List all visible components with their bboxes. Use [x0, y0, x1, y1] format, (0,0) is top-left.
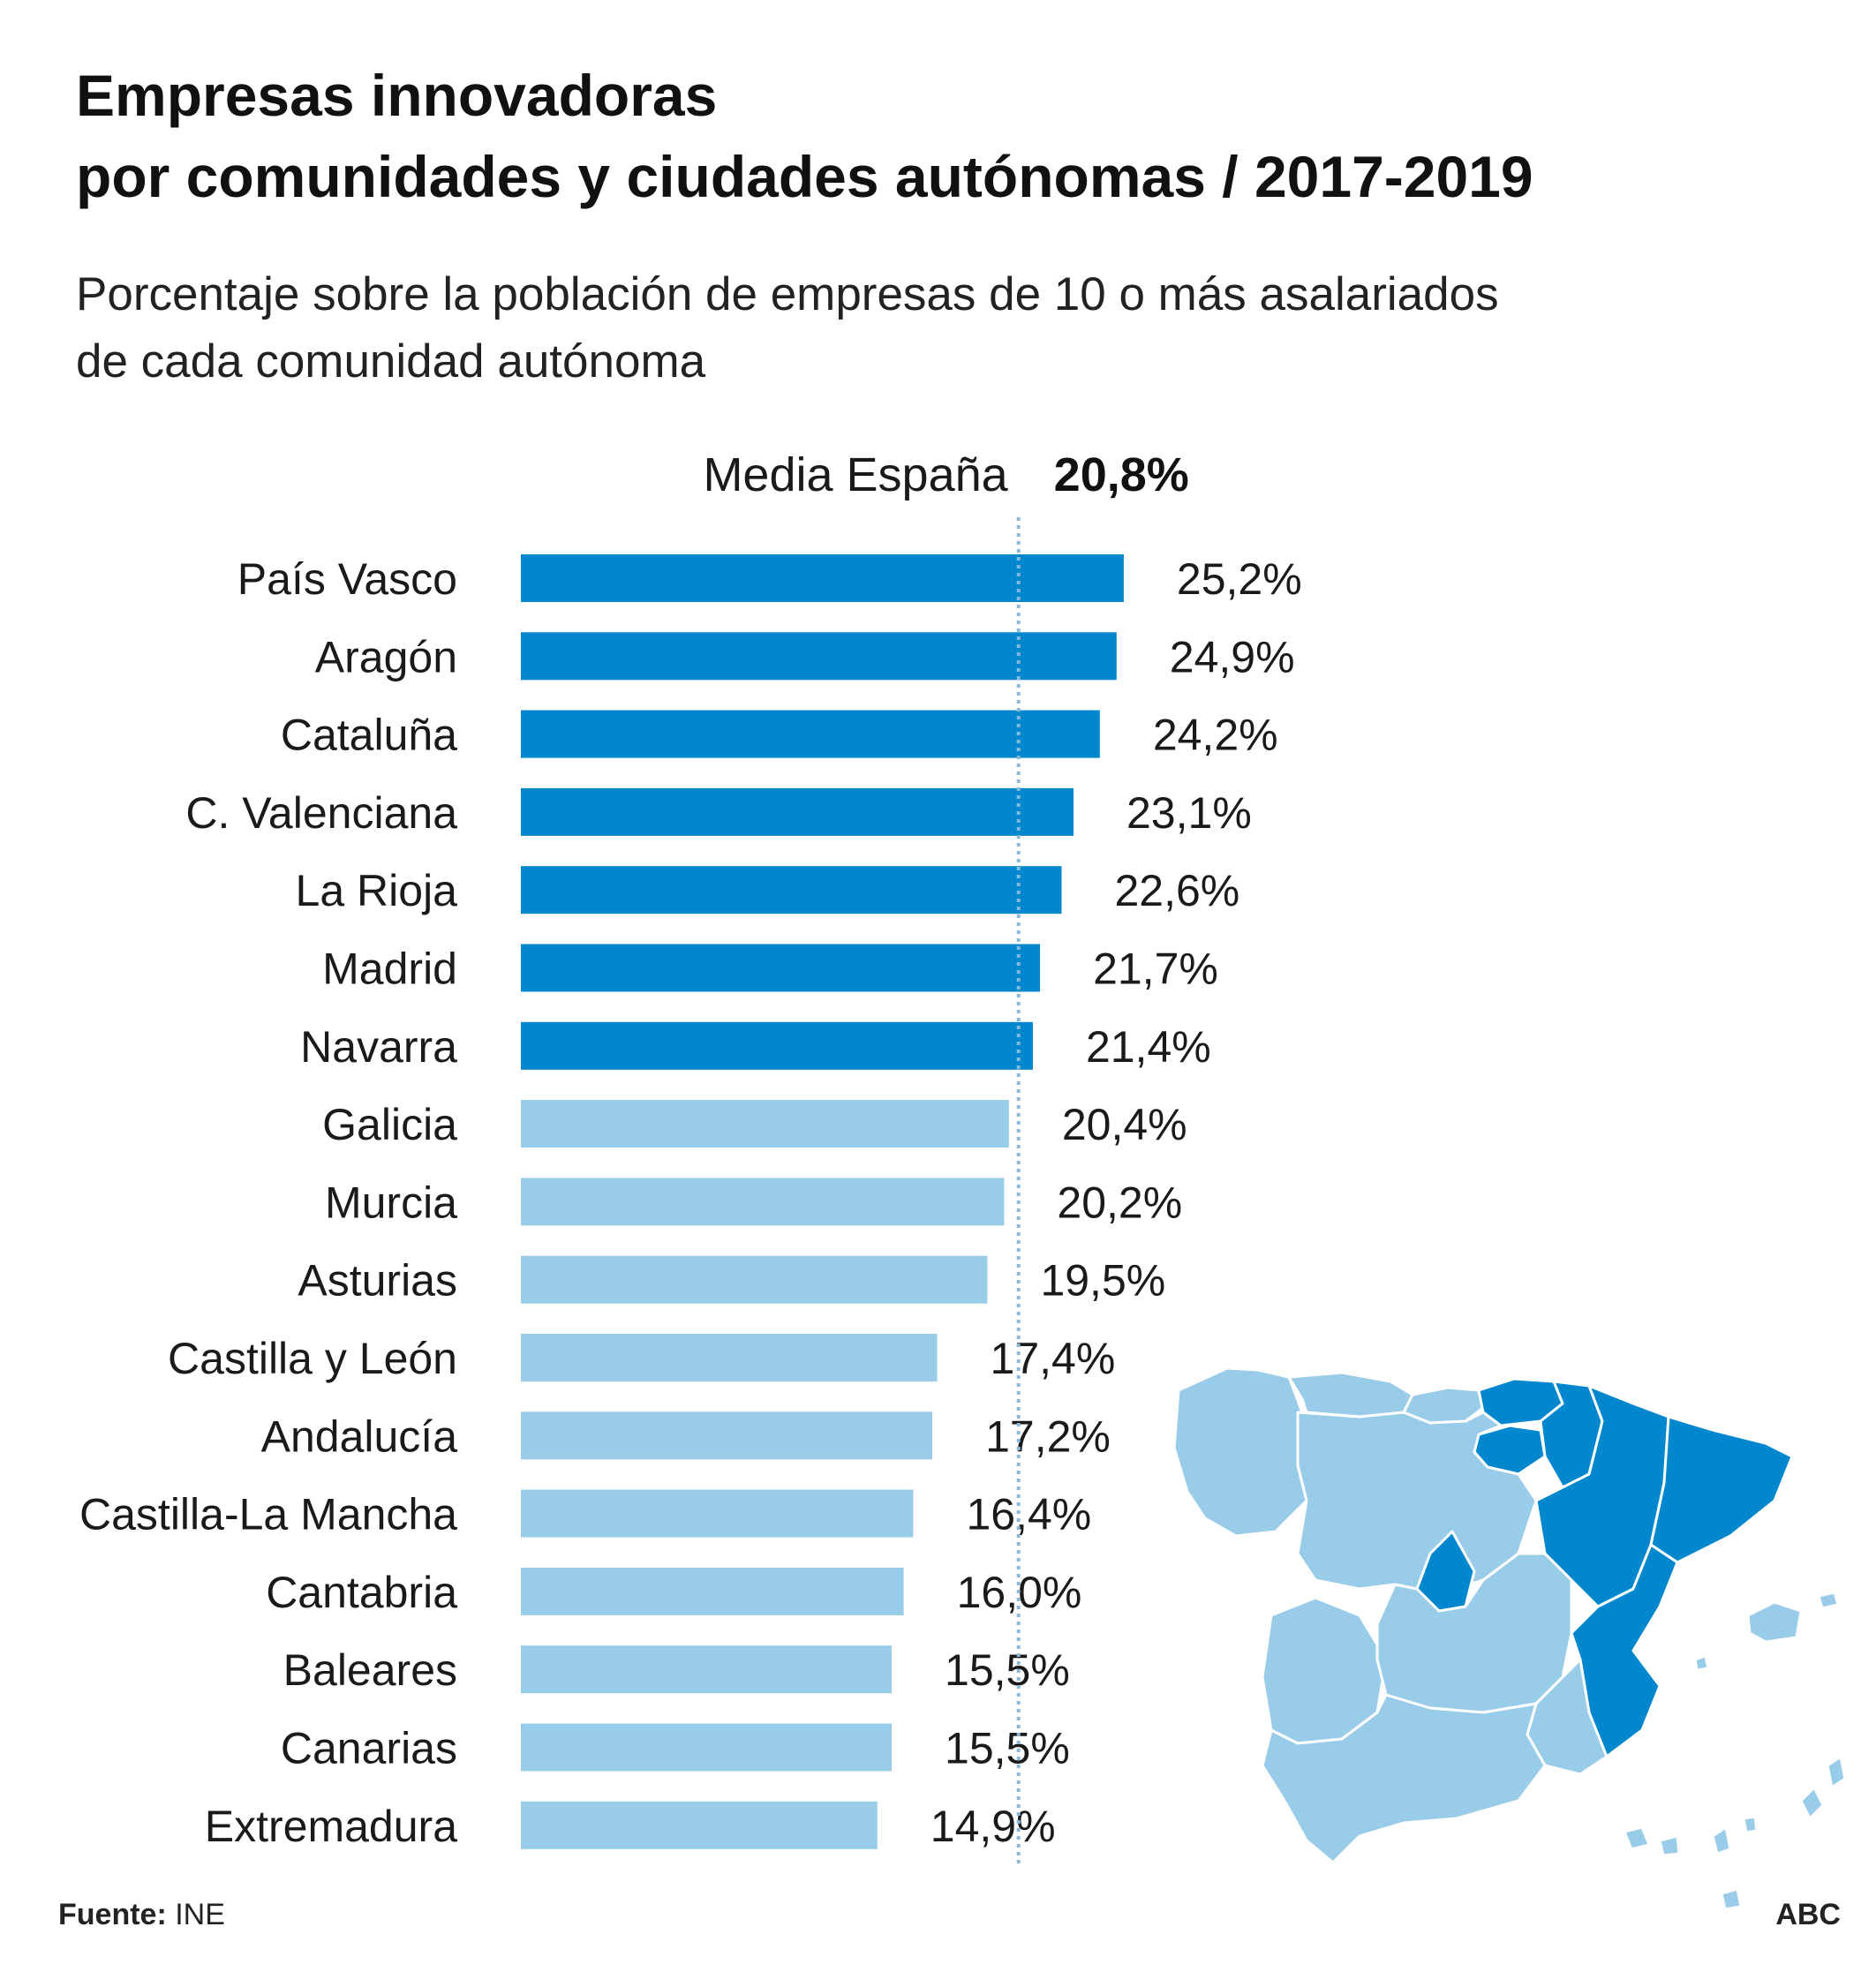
bar [521, 1801, 878, 1849]
value-label: 15,5% [945, 1645, 1070, 1695]
category-label: Castilla y León [168, 1334, 457, 1383]
value-label: 22,6% [1114, 866, 1239, 915]
bar [521, 1723, 893, 1772]
castilla-y-leon-region [1296, 1411, 1538, 1595]
category-label: Asturias [298, 1256, 457, 1306]
category-label: Baleares [283, 1645, 457, 1695]
baleares-ibiza-region [1693, 1654, 1710, 1672]
chart-title-line-1: Empresas innovadoras [76, 63, 718, 128]
baleares-menorca-region [1817, 1591, 1840, 1610]
category-label: Andalucía [261, 1411, 458, 1461]
category-label: País Vasco [237, 554, 457, 604]
category-label: Navarra [300, 1022, 457, 1072]
value-label: 15,5% [945, 1724, 1070, 1773]
canarias-region-7 [1720, 1887, 1743, 1911]
value-label: 14,9% [930, 1802, 1056, 1851]
category-label: La Rioja [296, 866, 458, 915]
category-label: Canarias [281, 1724, 457, 1773]
asturias-region [1287, 1371, 1414, 1419]
category-label: Madrid [322, 945, 457, 994]
value-label: 21,4% [1086, 1022, 1211, 1072]
source-note: Fuente: INE [58, 1898, 225, 1932]
value-label: 20,2% [1057, 1178, 1182, 1227]
average-label: Media España [703, 448, 1008, 501]
bar [521, 1178, 1005, 1226]
category-label: Aragón [315, 632, 457, 681]
galicia-region [1172, 1366, 1308, 1538]
canarias-region-3 [1711, 1825, 1732, 1855]
andalucia-region [1261, 1693, 1547, 1864]
bar [521, 1489, 914, 1538]
average-value: 20,8% [1054, 448, 1189, 501]
bar [521, 1567, 904, 1615]
spain-regions-map [1172, 1366, 1847, 1911]
category-label: C. Valenciana [185, 788, 457, 838]
value-label: 17,4% [991, 1334, 1116, 1383]
category-label: Murcia [325, 1178, 457, 1227]
category-label: Galicia [322, 1100, 457, 1149]
canarias-region-6 [1826, 1755, 1847, 1789]
bar [521, 1334, 938, 1381]
chart-subtitle-line-1: Porcentaje sobre la población de empresa… [76, 268, 1499, 320]
bars: País Vasco 25,2% Aragón 24,9% Cataluña 24,2% C… [79, 554, 1302, 1851]
bar [521, 632, 1117, 681]
bar [521, 944, 1041, 992]
chart-title-line-2: por comunidades y ciudades autónomas / 2… [76, 144, 1533, 209]
bar [521, 710, 1100, 758]
baleares-mallorca-region [1746, 1600, 1803, 1644]
value-label: 24,9% [1170, 632, 1295, 681]
canarias-region-1 [1623, 1825, 1651, 1851]
value-label: 24,2% [1153, 711, 1278, 760]
value-label: 21,7% [1093, 945, 1218, 994]
bar [521, 1021, 1033, 1070]
source-label: Fuente: [58, 1898, 167, 1931]
brand-logo-text: ABC [1775, 1898, 1841, 1931]
bar [521, 866, 1062, 914]
bar [521, 1645, 893, 1694]
value-label: 19,5% [1040, 1256, 1165, 1306]
value-label: 25,2% [1177, 554, 1302, 604]
canarias-region-5 [1799, 1786, 1825, 1820]
bar [521, 1255, 988, 1304]
category-label: Castilla-La Mancha [79, 1490, 457, 1539]
value-label: 20,4% [1062, 1100, 1187, 1149]
bar [521, 1411, 933, 1460]
category-label: Cantabria [266, 1568, 457, 1617]
average-reference: Media España 20,8% [703, 448, 1189, 1864]
category-label: Extremadura [205, 1802, 457, 1851]
bar [521, 1100, 1009, 1148]
bar [521, 787, 1074, 836]
canarias-region-4 [1742, 1815, 1759, 1834]
bar [521, 554, 1124, 602]
value-label: 16,4% [966, 1490, 1091, 1539]
value-label: 23,1% [1126, 788, 1252, 838]
cataluna-region [1649, 1415, 1794, 1564]
chart-subtitle: Porcentaje sobre la población de empresa… [76, 261, 1499, 395]
source-value: INE [175, 1898, 225, 1931]
category-label: Cataluña [281, 711, 457, 760]
chart-title: Empresas innovadoras por comunidades y c… [76, 55, 1533, 217]
chart-subtitle-line-2: de cada comunidad autónoma [76, 335, 706, 388]
value-label: 17,2% [985, 1411, 1111, 1461]
canarias-region-2 [1658, 1834, 1681, 1857]
